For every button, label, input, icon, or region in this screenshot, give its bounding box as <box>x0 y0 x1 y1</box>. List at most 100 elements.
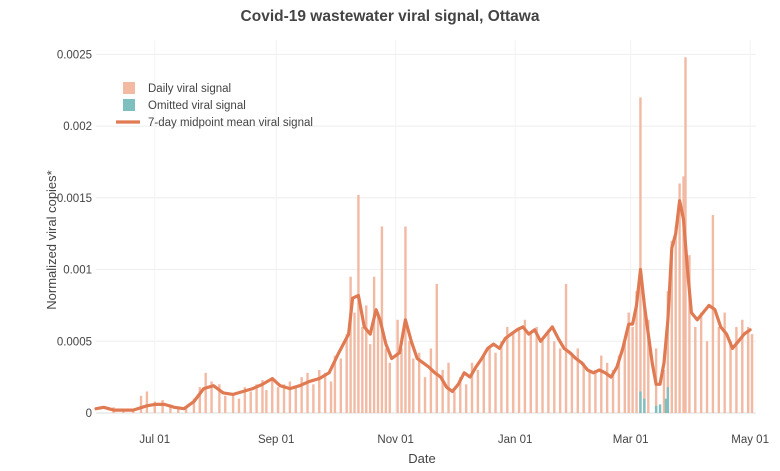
daily-bar <box>376 312 380 413</box>
daily-bar <box>750 334 754 413</box>
daily-bar <box>488 348 491 413</box>
omitted-bar <box>654 405 658 413</box>
daily-bar <box>380 226 384 413</box>
daily-bar <box>353 312 356 413</box>
y-tick-label: 0.0015 <box>57 193 92 205</box>
daily-bar <box>547 329 550 413</box>
daily-bar <box>153 401 156 413</box>
daily-bar <box>365 305 368 413</box>
daily-bar <box>647 319 650 413</box>
x-axis: Jul 01 Sep 01 Nov 01 Jan 01 Mar 01 May 01 <box>139 434 769 446</box>
daily-bar <box>541 338 544 413</box>
omitted-bar <box>658 404 662 413</box>
daily-bar <box>288 381 292 413</box>
x-tick-label: Nov 01 <box>377 434 413 446</box>
daily-bar <box>237 398 241 413</box>
daily-bar <box>323 372 327 413</box>
daily-bar <box>294 385 297 413</box>
daily-bar <box>470 362 474 413</box>
daily-bar <box>594 369 597 413</box>
x-tick-label: Mar 01 <box>613 434 649 446</box>
daily-bar <box>192 398 196 413</box>
daily-bar <box>639 97 642 413</box>
y-tick-label: 0.001 <box>63 265 92 277</box>
daily-bar <box>318 369 321 413</box>
daily-bar <box>523 319 527 413</box>
daily-bar <box>558 348 562 413</box>
daily-bar <box>429 348 433 413</box>
daily-bar <box>333 355 337 413</box>
daily-bar <box>243 387 247 413</box>
daily-bar <box>500 341 503 413</box>
daily-bar <box>729 341 732 413</box>
daily-bar <box>678 183 681 413</box>
daily-bar <box>529 334 532 413</box>
chart-title: Covid-19 wastewater viral signal, Ottawa <box>240 8 540 25</box>
x-tick-label: Sep 01 <box>258 434 294 446</box>
daily-bar <box>306 372 309 413</box>
daily-bar <box>570 352 574 413</box>
x-tick-label: Jan 01 <box>498 434 533 446</box>
daily-bar <box>271 377 274 413</box>
legend-swatch <box>123 99 135 111</box>
daily-bar <box>145 391 149 413</box>
daily-bar <box>617 355 621 413</box>
omitted-bar <box>643 398 646 413</box>
daily-bar <box>249 391 252 413</box>
daily-bar <box>368 344 372 413</box>
daily-bar <box>265 390 268 413</box>
y-tick-label: 0.002 <box>63 121 92 133</box>
daily-bar <box>412 358 415 413</box>
legend-label: 7-day midpoint mean viral signal <box>148 117 313 129</box>
daily-bar <box>723 312 726 413</box>
daily-bar <box>261 380 264 413</box>
y-tick-label: 0 <box>86 408 92 420</box>
daily-bar <box>517 326 521 413</box>
daily-bar <box>705 341 709 413</box>
daily-bar <box>255 384 258 413</box>
daily-bar <box>417 352 421 413</box>
daily-bar <box>384 348 388 413</box>
daily-bar <box>345 334 348 413</box>
daily-bar <box>441 369 444 413</box>
legend-label: Daily viral signal <box>148 83 231 95</box>
daily-bar <box>224 395 227 413</box>
daily-bar <box>300 377 303 413</box>
daily-bar <box>372 276 376 413</box>
daily-bar <box>396 319 399 413</box>
omitted-bars <box>639 387 670 413</box>
daily-bar <box>161 400 164 413</box>
daily-bar <box>711 215 715 413</box>
daily-bar <box>464 384 468 413</box>
daily-bar <box>400 348 403 413</box>
daily-bar <box>276 387 280 413</box>
daily-bar <box>588 369 591 413</box>
daily-bar <box>670 240 673 413</box>
omitted-bar <box>639 391 642 413</box>
daily-bar <box>361 326 364 413</box>
daily-bar <box>349 276 352 413</box>
daily-bar <box>688 255 691 413</box>
x-axis-title: Date <box>408 451 435 466</box>
legend: Daily viral signal Omitted viral signal 7-… <box>116 82 313 129</box>
daily-bar <box>666 291 670 413</box>
daily-bar <box>511 334 515 413</box>
daily-bar <box>423 377 427 413</box>
y-tick-label: 0.0005 <box>57 336 92 348</box>
daily-bar <box>746 326 750 413</box>
daily-bar <box>204 372 207 413</box>
daily-bar <box>339 358 343 413</box>
daily-bar <box>218 384 221 413</box>
daily-bar <box>717 326 720 413</box>
daily-bar <box>582 362 585 413</box>
daily-bar <box>184 405 188 413</box>
daily-bar <box>553 341 556 413</box>
daily-bar <box>635 291 638 413</box>
legend-label: Omitted viral signal <box>148 100 246 112</box>
y-axis-title: Normalized viral copies* <box>44 170 59 309</box>
y-tick-label: 0.0025 <box>57 49 92 61</box>
daily-bar <box>388 362 391 413</box>
y-axis: 0 0.0005 0.001 0.0015 0.002 0.0025 <box>57 49 92 420</box>
daily-bar <box>627 312 630 413</box>
